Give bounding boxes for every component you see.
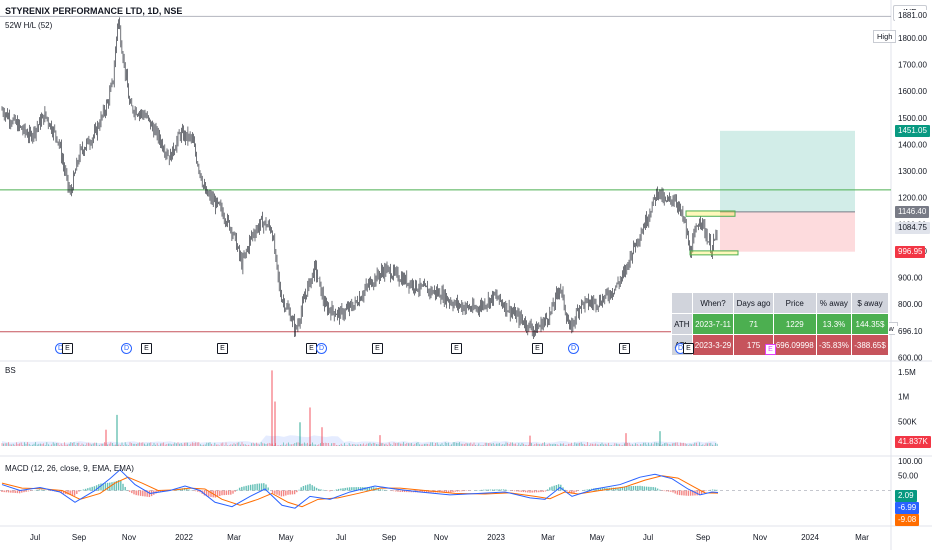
x-tick-label: 2023	[487, 533, 505, 542]
macd-signal-line	[1, 475, 719, 508]
x-tick-label: Mar	[541, 533, 555, 542]
dividend-marker[interactable]: D	[568, 343, 579, 354]
table-cell: 175	[733, 334, 774, 356]
x-tick-label: Jul	[30, 533, 40, 542]
earnings-marker[interactable]: E	[619, 343, 630, 354]
y-tick-label: 800.00	[898, 300, 923, 309]
y-tick-label: 900.00	[898, 273, 923, 282]
dividend-marker[interactable]: D	[121, 343, 132, 354]
table-cell: 696.09998	[772, 334, 817, 356]
earnings-marker[interactable]: E	[683, 343, 694, 354]
table-header: Days ago	[733, 292, 774, 314]
position-tool	[720, 130, 855, 252]
x-tick-label: Sep	[696, 533, 711, 542]
y-tick-label: 1500.00	[898, 114, 927, 123]
high-label: High	[873, 30, 897, 43]
table-row-atl: ATL 2023-3-29 175 696.09998 -35.83% -388…	[671, 334, 889, 356]
macd-tag: -9.08	[895, 514, 920, 526]
price-tag: 696.10	[895, 325, 926, 338]
y-tick-label: 600.00	[898, 353, 923, 362]
price-tag: 1451.05	[895, 124, 930, 137]
x-tick-label: Nov	[753, 533, 767, 542]
x-tick-label: Nov	[122, 533, 136, 542]
volume-tick-label: 500K	[898, 417, 917, 426]
macd-pane-label[interactable]: MACD (12, 26, close, 9, EMA, EMA)	[5, 464, 134, 473]
range-boxes	[685, 210, 739, 256]
range-box	[685, 210, 736, 217]
table-row-ath: ATH 2023-7-11 71 1229 13.3% 144.35$	[671, 313, 889, 335]
volume-tag: 41.837K	[895, 436, 931, 448]
table-header: % away	[815, 292, 853, 314]
y-tick-label: 1400.00	[898, 140, 927, 149]
price-series	[1, 17, 718, 339]
macd-line	[1, 469, 719, 509]
macd-tag: 2.09	[895, 490, 917, 502]
earnings-marker[interactable]: E	[217, 343, 228, 354]
volume-series	[1, 370, 718, 446]
y-tick-label: 1300.00	[898, 167, 927, 176]
indicator-label[interactable]: 52W H/L (52)	[5, 21, 53, 30]
table-cell: -35.83%	[815, 334, 853, 356]
volume-tick-label: 1.5M	[898, 368, 916, 377]
price-tag: 996.95	[895, 245, 926, 258]
x-tick-label: May	[278, 533, 293, 542]
x-tick-label: Sep	[72, 533, 87, 542]
volume-tick-label: 1M	[898, 393, 909, 402]
x-tick-label: 2022	[175, 533, 193, 542]
table-cell: 2023-7-11	[691, 313, 735, 335]
axes: 600.00700.00800.00900.001000.001100.0012…	[30, 7, 928, 542]
x-tick-label: May	[589, 533, 604, 542]
price-tag: 1146.40	[895, 205, 930, 218]
table-cell: 1229	[772, 313, 817, 335]
macd-series	[0, 469, 891, 509]
table-header	[671, 292, 693, 314]
earnings-marker[interactable]: E	[765, 344, 776, 355]
x-tick-label: 2024	[801, 533, 819, 542]
x-tick-label: Mar	[855, 533, 869, 542]
stop-zone	[720, 211, 855, 252]
x-tick-label: Nov	[434, 533, 448, 542]
table-cell: 2023-3-29	[691, 334, 735, 356]
macd-tick-label: 100.00	[898, 457, 923, 466]
range-box	[689, 250, 739, 256]
earnings-marker[interactable]: E	[451, 343, 462, 354]
ath-atl-table: When? Days ago Price % away $ away ATH 2…	[671, 292, 889, 356]
table-header: $ away	[851, 292, 889, 314]
table-cell: 71	[733, 313, 774, 335]
macd-tag: -6.99	[895, 502, 920, 514]
table-cell: 144.35$	[851, 313, 889, 335]
earnings-marker[interactable]: E	[141, 343, 152, 354]
table-cell: 13.3%	[815, 313, 853, 335]
earnings-marker[interactable]: E	[372, 343, 383, 354]
y-tick-label: 1800.00	[898, 34, 927, 43]
macd-tick-label: 50.00	[898, 472, 919, 481]
symbol-title[interactable]: STYRENIX PERFORMANCE LTD, 1D, NSE	[5, 6, 183, 16]
dividend-marker[interactable]: D	[316, 343, 327, 354]
target-zone	[720, 130, 855, 212]
y-tick-label: 1600.00	[898, 87, 927, 96]
earnings-marker[interactable]: E	[532, 343, 543, 354]
price-tag: 1084.75	[895, 222, 930, 235]
x-tick-label: Jul	[336, 533, 346, 542]
x-tick-label: Mar	[227, 533, 241, 542]
price-tag: 1881.00	[895, 10, 930, 23]
x-tick-label: Jul	[643, 533, 653, 542]
table-cell: -388.65$	[851, 334, 889, 356]
y-tick-label: 1700.00	[898, 61, 927, 70]
volume-pane-label[interactable]: BS	[5, 366, 16, 375]
y-tick-label: 1200.00	[898, 194, 927, 203]
table-cell: ATH	[671, 313, 693, 335]
earnings-marker[interactable]: E	[62, 343, 73, 354]
x-tick-label: Sep	[382, 533, 397, 542]
table-header: When?	[691, 292, 735, 314]
table-header: Price	[772, 292, 817, 314]
